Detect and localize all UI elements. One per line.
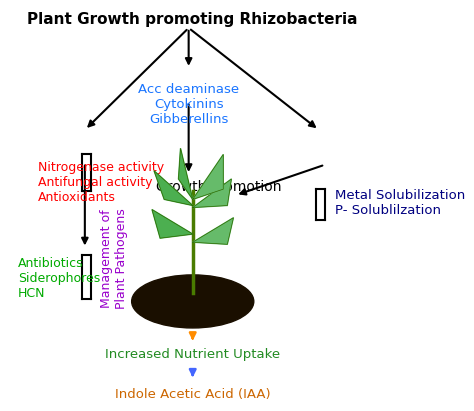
Text: Management of
Plant Pathogens: Management of Plant Pathogens	[100, 208, 128, 309]
Text: Acc deaminase
Cytokinins
Gibberellins: Acc deaminase Cytokinins Gibberellins	[138, 83, 239, 126]
Text: Indole Acetic Acid (IAA): Indole Acetic Acid (IAA)	[115, 388, 271, 401]
Polygon shape	[154, 171, 193, 206]
Text: Nitrogenase activity
Antifungal activity
Antioxidants: Nitrogenase activity Antifungal activity…	[38, 161, 164, 203]
Polygon shape	[152, 210, 193, 238]
Text: Increased Nutrient Uptake: Increased Nutrient Uptake	[105, 348, 280, 361]
Text: Plant Growth promoting Rhizobacteria: Plant Growth promoting Rhizobacteria	[27, 12, 358, 27]
Polygon shape	[193, 218, 233, 244]
Text: Antibiotics
Siderophores
HCN: Antibiotics Siderophores HCN	[18, 256, 100, 300]
Text: Metal Solubilization
P- Solublilzation: Metal Solubilization P- Solublilzation	[335, 189, 465, 217]
Polygon shape	[193, 155, 223, 199]
Text: Growth Promotion: Growth Promotion	[156, 180, 282, 194]
Polygon shape	[193, 179, 231, 208]
Ellipse shape	[132, 275, 254, 328]
Polygon shape	[179, 148, 193, 199]
